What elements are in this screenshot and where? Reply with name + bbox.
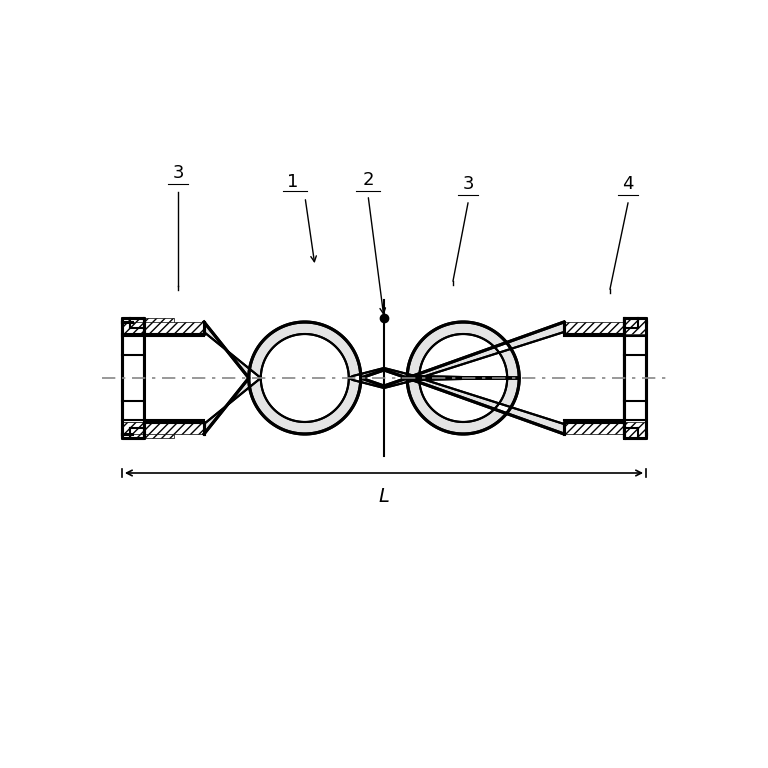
Bar <box>122 318 174 334</box>
Bar <box>564 322 624 334</box>
PathPatch shape <box>204 322 564 378</box>
Text: 2: 2 <box>362 171 374 189</box>
Bar <box>624 422 646 438</box>
Bar <box>624 318 638 328</box>
PathPatch shape <box>204 378 564 434</box>
Bar <box>130 318 144 328</box>
Text: 1: 1 <box>287 173 299 191</box>
Bar <box>122 422 174 438</box>
Bar <box>122 322 204 334</box>
Bar <box>122 422 204 434</box>
Bar <box>624 318 646 334</box>
Text: L: L <box>379 487 389 506</box>
Text: 3: 3 <box>172 164 184 182</box>
Bar <box>564 422 624 434</box>
Text: 4: 4 <box>622 175 634 193</box>
Text: 3: 3 <box>462 175 474 193</box>
